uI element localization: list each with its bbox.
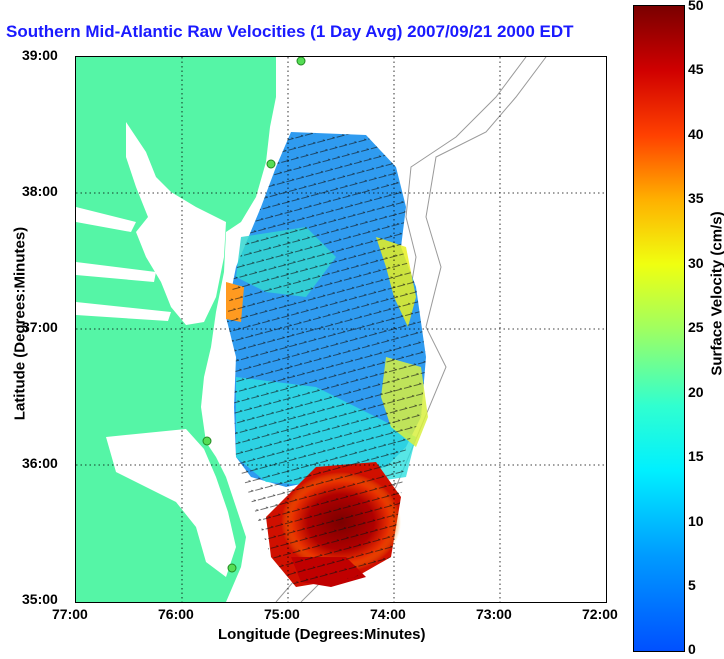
- x-tick-label: 72:00: [582, 606, 618, 622]
- y-tick-label: 36:00: [22, 455, 58, 471]
- colorbar-tick: 40: [688, 126, 704, 142]
- colorbar-tick: 15: [688, 448, 704, 464]
- y-tick-label: 39:00: [22, 47, 58, 63]
- map-grid: [76, 57, 606, 602]
- radar-site-marker: [202, 436, 212, 446]
- y-tick-label: 35:00: [22, 591, 58, 607]
- x-axis-label: Longitude (Degrees:Minutes): [218, 626, 426, 643]
- colorbar-tick: 35: [688, 190, 704, 206]
- map-plot-area: [75, 56, 607, 603]
- colorbar-tick: 25: [688, 319, 704, 335]
- bay-tributary-2: [76, 262, 156, 282]
- chesapeake-bay: [126, 122, 226, 325]
- map-canvas: [76, 57, 606, 602]
- radar-site-marker: [227, 563, 237, 573]
- colorbar-tick: 50: [688, 0, 704, 13]
- x-tick-label: 73:00: [476, 606, 512, 622]
- current-vectors: [226, 132, 426, 587]
- x-tick-label: 75:00: [264, 606, 300, 622]
- y-axis-label: Latitude (Degrees:Minutes): [11, 226, 29, 421]
- colorbar-tick: 5: [688, 577, 696, 593]
- colorbar-tick: 0: [688, 641, 696, 657]
- colorbar-tick: 45: [688, 61, 704, 77]
- radar-sites: [202, 57, 306, 573]
- radar-site-marker: [296, 57, 306, 66]
- bay-tributary-1: [76, 207, 136, 232]
- radar-site-marker: [266, 159, 276, 169]
- x-tick-label: 76:00: [158, 606, 194, 622]
- y-tick-label: 38:00: [22, 183, 58, 199]
- colorbar-tick: 20: [688, 384, 704, 400]
- pamlico-sound: [106, 429, 236, 577]
- colorbar-gradient: [634, 6, 684, 651]
- colorbar-tick: 30: [688, 255, 704, 271]
- y-tick-label: 37:00: [22, 319, 58, 335]
- colorbar-label: Surface Velocity (cm/s): [708, 211, 724, 376]
- map-title: Southern Mid-Atlantic Raw Velocities (1 …: [6, 22, 574, 41]
- colorbar: [633, 5, 685, 652]
- x-tick-label: 77:00: [52, 606, 88, 622]
- velocity-field: [226, 132, 428, 587]
- bay-tributary-3: [76, 302, 171, 321]
- x-tick-label: 74:00: [370, 606, 406, 622]
- colorbar-tick: 10: [688, 513, 704, 529]
